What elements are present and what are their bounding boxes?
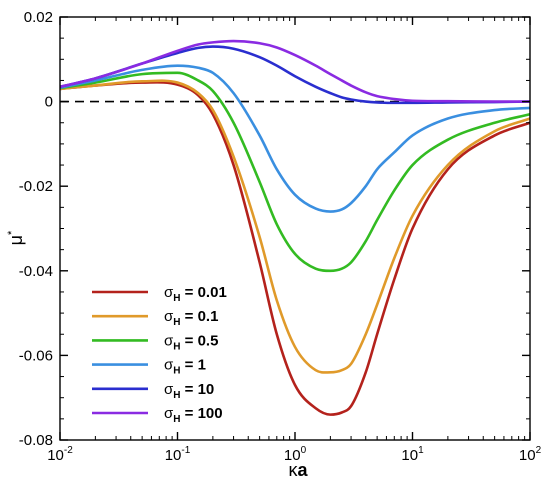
legend-label-1: σH = 0.1 [164,308,218,328]
y-axis-title-symbol: μ [6,235,26,245]
y-axis-title-superscript: * [6,230,18,235]
legend-label-5: σH = 100 [164,405,223,425]
series-line-0 [59,81,531,416]
series-line-1 [59,79,531,374]
x-tick-label: 10-2 [47,445,73,464]
y-tick-label: -0.06 [19,347,53,364]
series-layer [59,39,531,416]
x-tick-label: 100 [284,445,307,464]
y-tick-label: 0 [45,94,53,111]
x-axis-title: κa [288,460,308,480]
series-line-5 [59,39,530,103]
y-tick-label: -0.02 [19,178,53,195]
legend-label-0: σH = 0.01 [164,284,227,304]
series-line-2 [59,71,531,273]
series-line-3 [59,64,531,213]
y-axis-title: μ* [6,230,26,245]
y-tick-label: -0.08 [19,432,53,449]
plot-frame [59,16,531,441]
x-axis-title-rest: a [297,460,308,480]
legend-label-2: σH = 0.5 [164,332,218,352]
x-axis-title-symbol: κ [288,460,298,480]
series-line-4 [59,45,531,105]
y-tick-label: -0.04 [19,263,53,280]
x-tick-label: 102 [519,445,542,464]
x-tick-label: 10-1 [165,445,191,464]
y-tick-label: 0.02 [24,9,53,26]
tick-layer: 10-2 10-1 100 101 102 0.02 0 -0.02 -0.04 -0.06 -0.… [19,9,542,464]
x-tick-label: 101 [401,445,424,464]
legend-label-3: σH = 1 [164,357,206,377]
legend: σH = 0.01 σH = 0.1 σH = 0.5 σH = 1 σH = 10 σH… [92,284,227,425]
legend-label-4: σH = 10 [164,381,214,401]
